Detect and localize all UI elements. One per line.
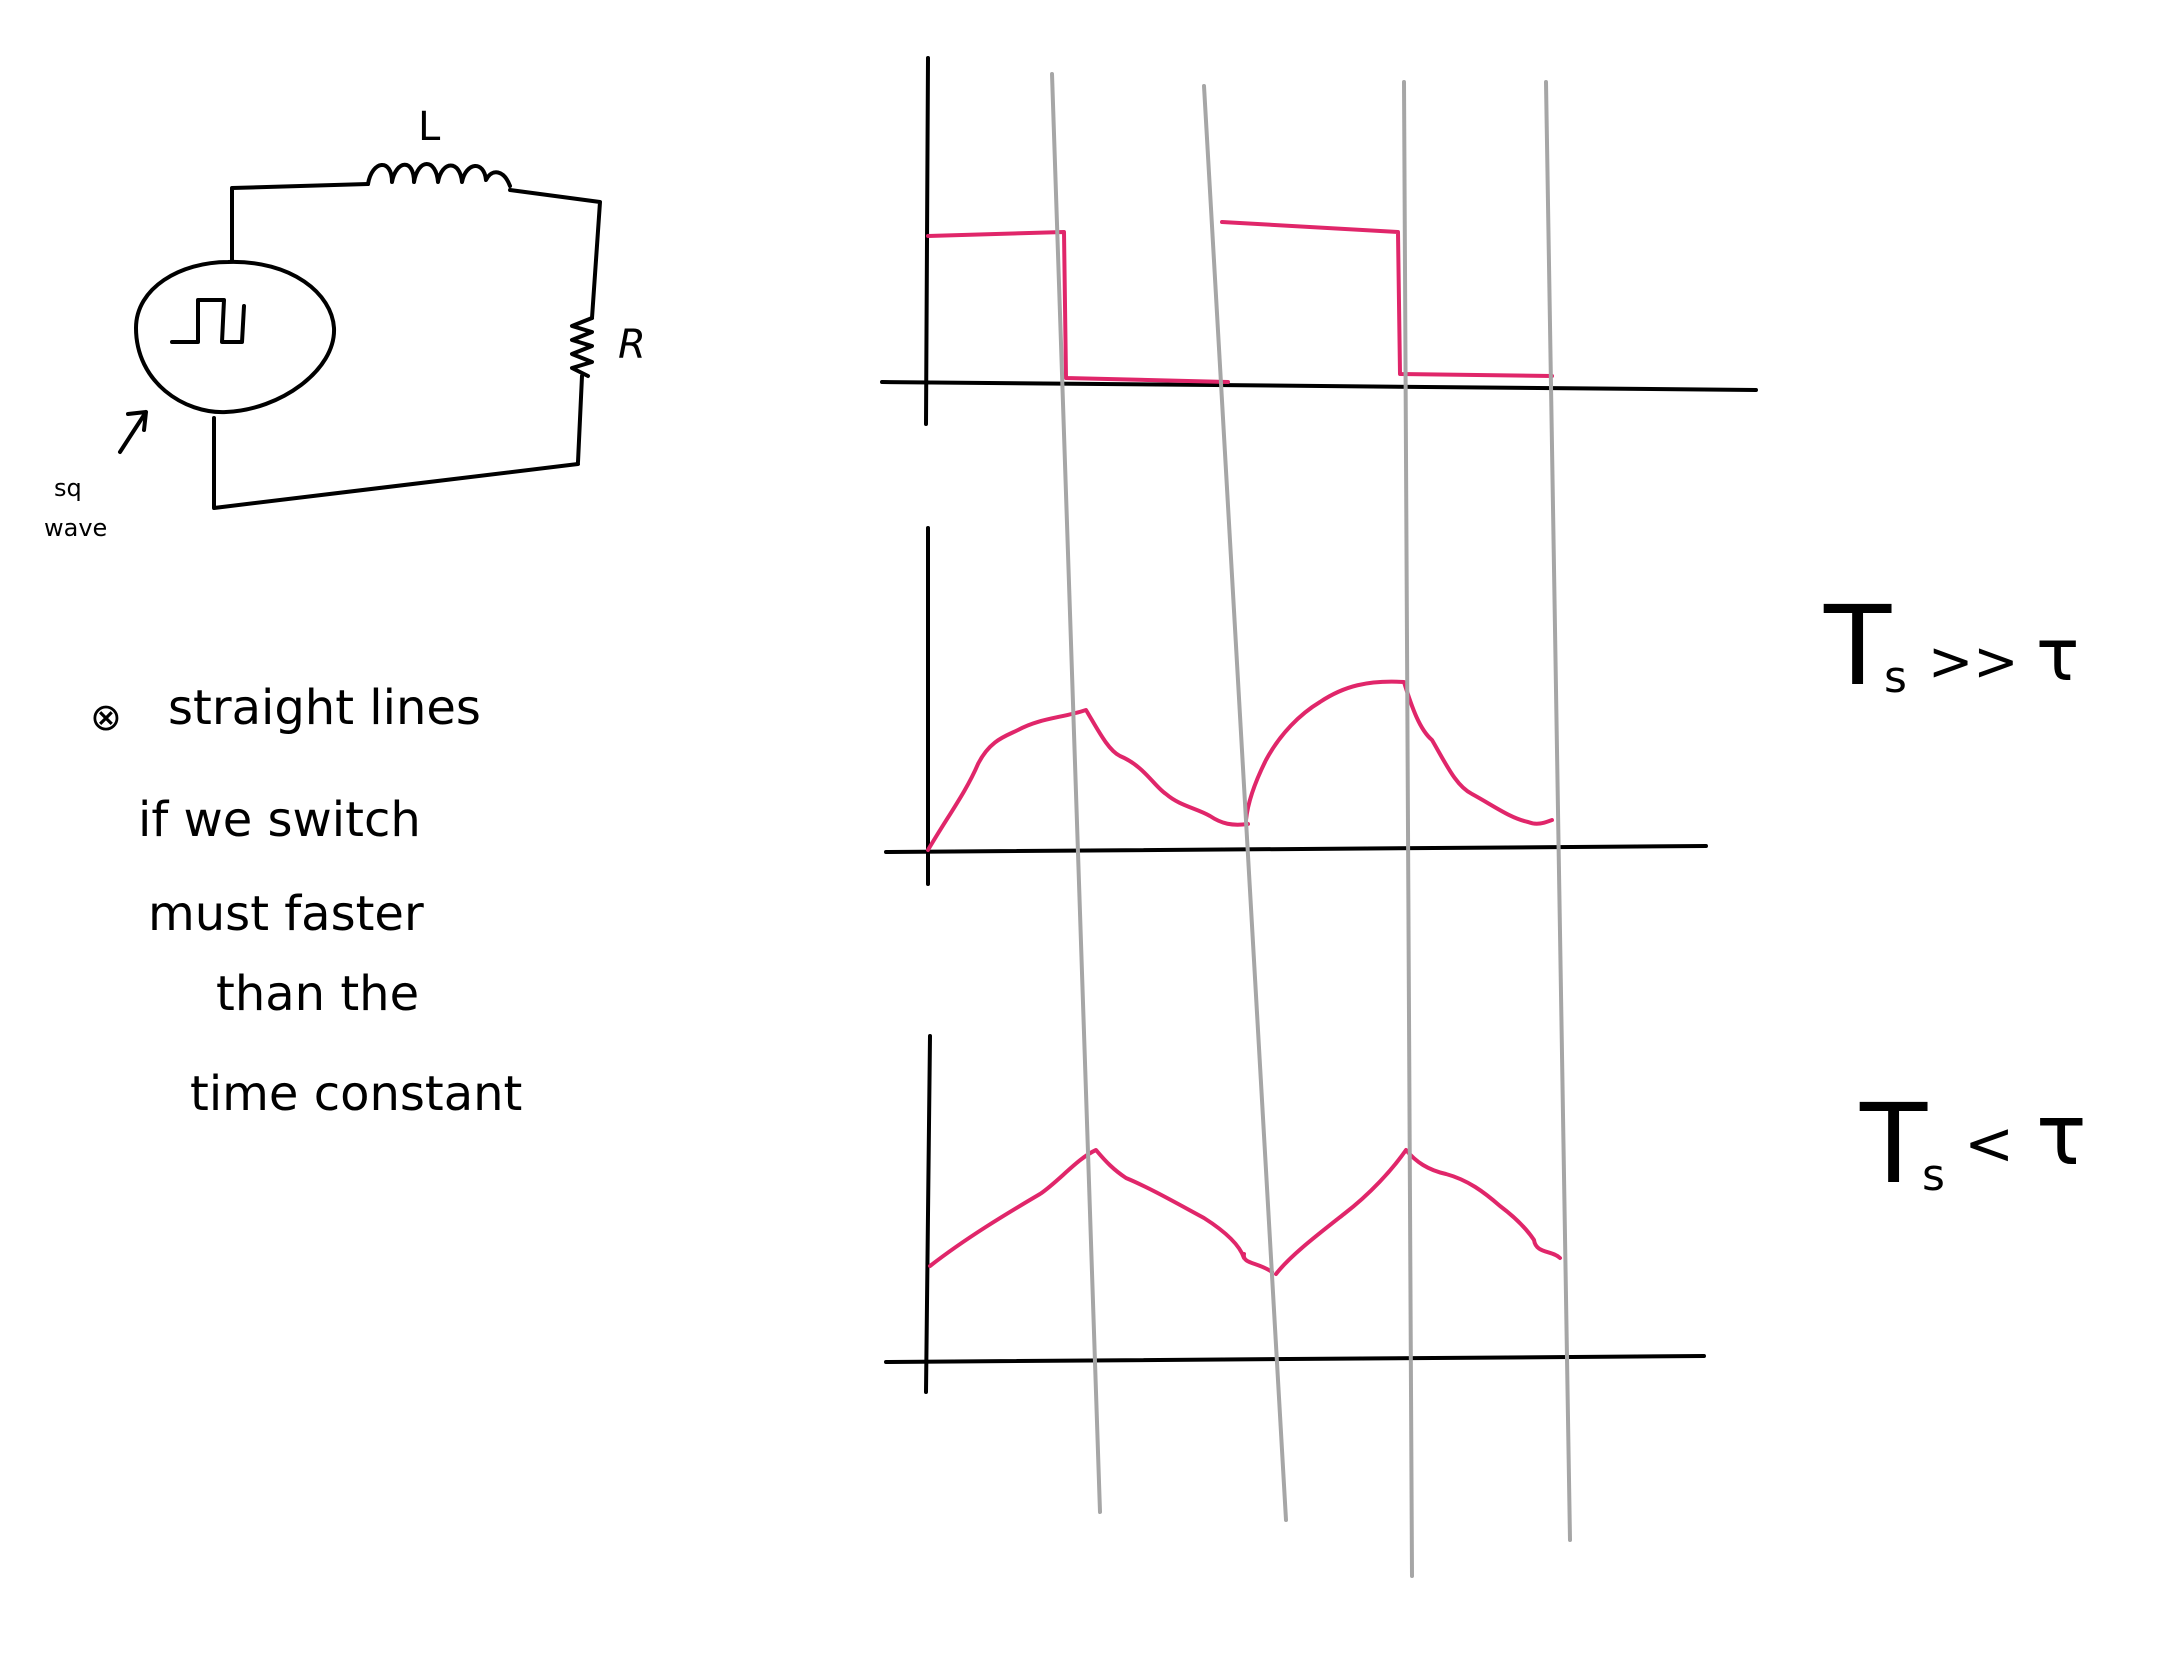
response-plot-fast [884, 1034, 1706, 1394]
circuit-wire-top-left [230, 182, 370, 262]
note-marker: ⊗ [90, 695, 122, 739]
condition-2-relation: < [1964, 1109, 2014, 1179]
plot3-triangular-response [928, 1148, 1562, 1276]
condition-2-T: T [1859, 1080, 1928, 1208]
inductor-coil [366, 162, 512, 188]
circuit-wire-top-right [508, 188, 602, 320]
guide-line-4 [1544, 80, 1572, 1542]
plot3-x-axis [884, 1354, 1706, 1364]
condition-1-T: T [1823, 582, 1892, 710]
response-plot-slow [884, 526, 1708, 886]
condition-1-tau: τ [2036, 613, 2079, 697]
note-line-1: straight lines [168, 680, 481, 736]
condition-2-subscript: s [1922, 1150, 1945, 1201]
note-line-2: if we switch [138, 792, 421, 848]
circuit-wire-right [576, 374, 584, 464]
circuit-wire-bottom [212, 416, 580, 510]
square-wave-source-icon [170, 298, 246, 344]
plot3-y-axis [924, 1034, 932, 1394]
source-circle [134, 259, 337, 415]
condition-1-subscript: s [1884, 652, 1907, 703]
condition-fast: T s < τ [1859, 1080, 2087, 1208]
resistor-label: R [618, 322, 646, 368]
lr-circuit: L R sq wave [44, 104, 646, 542]
guide-line-2 [1202, 84, 1288, 1522]
plot1-x-axis [880, 380, 1758, 392]
plot2-exponential-response [926, 679, 1554, 852]
note-line-3: must faster [148, 886, 424, 942]
guide-line-3 [1402, 80, 1414, 1578]
resistor-zigzag [570, 316, 594, 378]
source-label-line2: wave [44, 514, 107, 542]
plot2-x-axis [884, 844, 1708, 854]
input-square-wave-plot [880, 56, 1758, 426]
vertical-guide-lines [1050, 72, 1572, 1578]
source-label-line1: sq [54, 474, 82, 502]
inductor-label: L [418, 104, 441, 150]
plot1-square-wave [926, 220, 1554, 384]
condition-slow: T s >> τ [1823, 582, 2079, 710]
guide-line-1 [1050, 72, 1102, 1514]
plot1-y-axis [924, 56, 930, 426]
condition-2-tau: τ [2036, 1086, 2087, 1184]
note-line-4: than the [216, 966, 419, 1022]
handwritten-note: ⊗ straight lines if we switch must faste… [90, 680, 522, 1122]
note-line-5: time constant [190, 1066, 522, 1122]
condition-1-relation: >> [1928, 630, 2019, 693]
source-arrow-icon [118, 410, 148, 454]
